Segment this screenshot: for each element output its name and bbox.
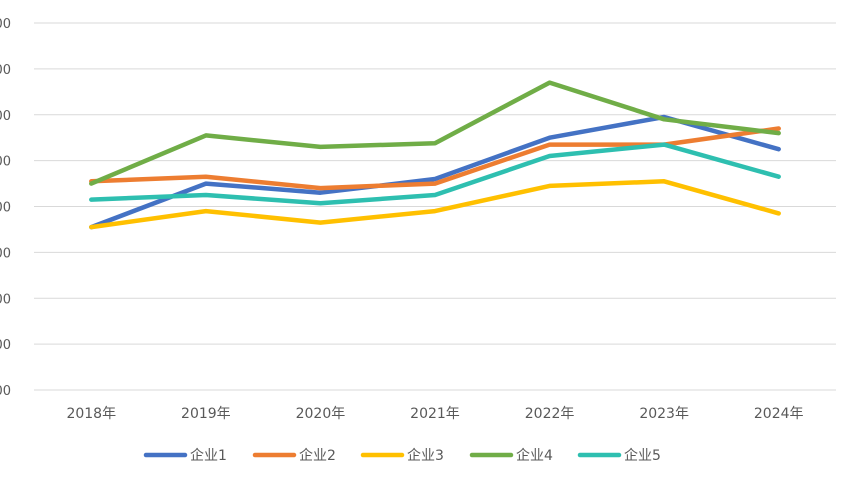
- y-tick-label: 00: [0, 292, 11, 307]
- y-tick-label: 00: [0, 109, 11, 124]
- y-tick-label: 00: [0, 63, 11, 78]
- y-tick-label: 00: [0, 201, 11, 216]
- x-tick-label: 2019年: [181, 406, 231, 422]
- y-tick-label: 00: [0, 246, 11, 261]
- legend-item: 企业1: [143, 447, 227, 464]
- legend-label: 企业5: [624, 447, 661, 464]
- x-tick-label: 2022年: [525, 406, 575, 422]
- y-tick-label: 00: [0, 384, 11, 399]
- series-line-4: [89, 80, 781, 186]
- legend-item: 企业3: [360, 447, 444, 464]
- legend-label: 企业3: [407, 447, 444, 464]
- x-tick-label: 2020年: [296, 406, 346, 422]
- gridlines: [34, 22, 836, 391]
- legend-item: 企业2: [252, 447, 336, 464]
- y-axis-ticks: 00 00 00 00 00 00 00 00 00: [0, 17, 11, 399]
- series-line-5: [89, 142, 781, 206]
- x-tick-label: 2024年: [754, 406, 804, 422]
- series-line-3: [89, 179, 781, 230]
- y-tick-label: 00: [0, 17, 11, 32]
- y-tick-label: 00: [0, 155, 11, 170]
- y-tick-label: 00: [0, 338, 11, 353]
- legend-label: 企业2: [299, 447, 336, 464]
- x-tick-label: 2023年: [639, 406, 689, 422]
- series-lines: [89, 80, 781, 230]
- legend-item: 企业4: [469, 447, 553, 464]
- x-tick-label: 2018年: [66, 406, 116, 422]
- legend: 企业1 企业2 企业3 企业4 企业5: [143, 447, 661, 464]
- legend-item: 企业5: [577, 447, 661, 464]
- legend-label: 企业4: [516, 447, 553, 464]
- x-tick-label: 2021年: [410, 406, 460, 422]
- legend-label: 企业1: [190, 447, 227, 464]
- x-axis-ticks: 2018年 2019年 2020年 2021年 2022年 2023年 2024年: [66, 406, 803, 422]
